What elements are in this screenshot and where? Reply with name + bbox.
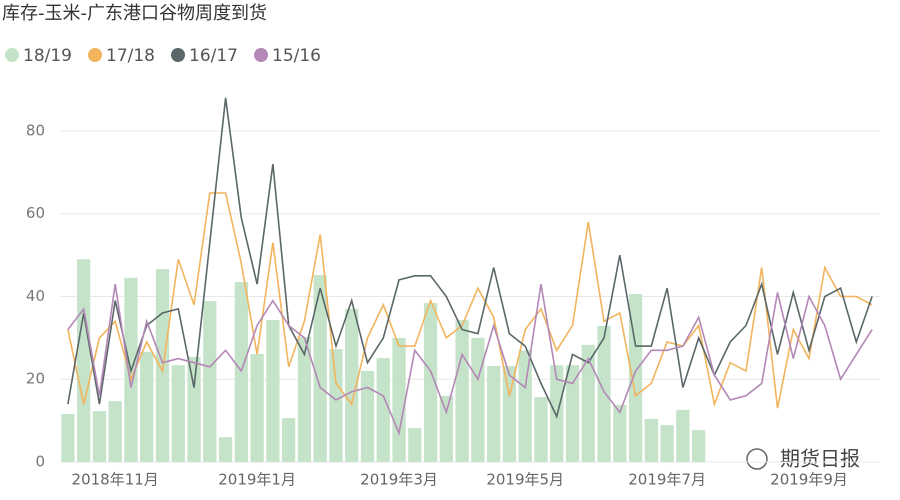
bar (250, 354, 264, 462)
bar (61, 414, 75, 462)
bar (376, 358, 390, 462)
legend-label: 16/17 (189, 46, 238, 66)
x-tick-label: 2018年11月 (72, 471, 159, 489)
bar (613, 404, 627, 462)
bar (108, 401, 122, 462)
bar (329, 349, 343, 462)
bar (171, 365, 185, 462)
line (67, 192, 873, 409)
bar (439, 395, 453, 462)
bar (77, 259, 91, 462)
legend-label: 17/18 (106, 46, 155, 66)
x-tick-label: 2019年3月 (360, 471, 438, 489)
y-tick-label: 0 (35, 453, 45, 471)
bar (565, 365, 580, 462)
bar (455, 320, 469, 462)
x-tick-label: 2019年7月 (628, 471, 706, 489)
legend-label: 18/19 (23, 46, 72, 66)
bar (581, 344, 595, 462)
watermark: 期货日报 (746, 447, 860, 471)
bar (218, 437, 233, 462)
y-tick-label: 60 (26, 204, 45, 222)
legend-label: 15/16 (272, 46, 321, 66)
bar (518, 350, 532, 462)
watermark-icon (746, 448, 768, 470)
bar (360, 370, 375, 462)
bar (471, 337, 485, 462)
x-tick-label: 2019年5月 (486, 471, 564, 489)
bar (692, 430, 706, 462)
x-tick-label: 2019年1月 (218, 471, 296, 489)
bar (140, 351, 154, 462)
watermark-text: 期货日报 (780, 447, 860, 471)
y-tick-label: 40 (26, 287, 45, 305)
line (67, 97, 873, 419)
bar (597, 325, 611, 462)
y-tick-label: 80 (26, 121, 45, 139)
bar (187, 356, 201, 462)
bar (534, 397, 548, 462)
bar (266, 320, 280, 462)
legend-marker (5, 48, 19, 62)
bar (392, 337, 406, 462)
bar (92, 411, 107, 462)
bar (676, 409, 690, 462)
legend-marker (88, 48, 102, 62)
bar (297, 337, 312, 462)
bar (345, 308, 359, 462)
chart-title: 库存-玉米-广东港口谷物周度到货 (2, 3, 267, 24)
x-tick-label: 2019年9月 (770, 471, 848, 489)
bar (423, 303, 438, 462)
bar (408, 428, 422, 462)
bar (644, 418, 658, 462)
bar (502, 366, 517, 462)
bar (203, 301, 217, 462)
bar (628, 294, 643, 462)
bar (313, 274, 327, 462)
legend-marker (254, 48, 268, 62)
bar (487, 366, 501, 462)
legend-marker (171, 48, 185, 62)
bar (660, 425, 674, 462)
line (67, 283, 873, 436)
bar (282, 418, 296, 462)
y-tick-label: 20 (26, 370, 45, 388)
